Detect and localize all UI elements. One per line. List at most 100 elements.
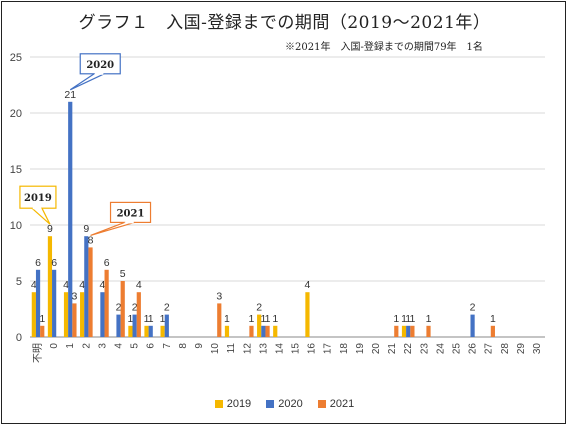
legend-label-2019: 2019 (226, 398, 252, 410)
data-label: 2 (116, 302, 122, 314)
x-tick-label: 23 (419, 343, 430, 355)
data-label: 4 (79, 279, 85, 291)
data-label: 2 (470, 302, 476, 314)
data-label: 2 (132, 302, 138, 314)
data-label: 4 (305, 279, 311, 291)
y-tick-label: 0 (16, 332, 22, 344)
bar (410, 325, 415, 337)
callout-label: 2020 (86, 60, 114, 71)
x-tick-label: 30 (532, 343, 543, 355)
data-label: 4 (100, 279, 106, 291)
bar (470, 314, 475, 337)
x-tick-label: 7 (162, 343, 173, 349)
data-label: 9 (83, 223, 89, 235)
data-label: 1 (224, 313, 230, 325)
bar (261, 325, 266, 337)
bar (47, 236, 53, 337)
data-label: 2 (164, 302, 170, 314)
x-tick-label: 22 (403, 343, 414, 355)
bar (52, 269, 57, 337)
legend-swatch-2021 (317, 400, 326, 409)
data-label: 3 (216, 290, 222, 302)
x-tick-label: 14 (274, 343, 285, 355)
bar (80, 292, 85, 337)
x-tick-label: 28 (500, 343, 511, 355)
data-label: 2 (256, 302, 262, 314)
x-tick-label: 21 (387, 343, 398, 355)
legend-swatch-2019 (214, 400, 223, 409)
bar (35, 269, 41, 337)
data-label: 4 (63, 279, 69, 291)
y-tick-label: 10 (10, 220, 22, 232)
data-label: 1 (260, 313, 266, 325)
bar (128, 325, 133, 337)
bar (144, 325, 149, 337)
y-tick-label: 25 (10, 52, 22, 64)
bar (136, 292, 141, 337)
data-label: 1 (249, 313, 255, 325)
legend-item-2021: 2021 (317, 398, 355, 410)
x-tick-label: 6 (146, 343, 157, 349)
legend-label-2020: 2020 (278, 398, 303, 410)
legend-label-2021: 2021 (329, 398, 355, 410)
chart-legend: 2019 2020 2021 (0, 398, 569, 410)
x-tick-label: 29 (516, 343, 527, 355)
bar (273, 325, 278, 337)
bar (84, 236, 89, 337)
bar (394, 325, 399, 337)
x-tick-label: 3 (97, 343, 108, 349)
data-label: 3 (72, 290, 78, 302)
x-tick-label: 2 (81, 343, 92, 349)
x-tick-label: 4 (114, 343, 125, 349)
x-tick-label: 5 (130, 343, 141, 349)
bar (88, 247, 93, 337)
bar (104, 269, 109, 337)
x-tick-label: 不明 (32, 343, 44, 363)
y-tick-label: 5 (16, 276, 22, 288)
bar (132, 314, 137, 337)
chart-title: グラフ１ 入国-登録までの期間（2019～2021年） (78, 13, 491, 33)
bar (217, 303, 222, 337)
x-tick-label: 19 (355, 343, 366, 355)
x-tick-label: 1 (65, 343, 76, 349)
y-tick-label: 20 (10, 108, 22, 120)
bar (265, 325, 270, 337)
callout-pointer (31, 207, 51, 225)
bar (406, 325, 411, 337)
data-label: 1 (490, 313, 496, 325)
x-tick-label: 24 (435, 343, 446, 355)
bar (116, 314, 121, 337)
bar (305, 292, 310, 337)
bar (68, 101, 73, 337)
x-tick-label: 12 (242, 343, 253, 355)
x-tick-label: 20 (371, 343, 382, 355)
bar (164, 314, 169, 337)
x-tick-label: 9 (194, 343, 205, 349)
data-label: 1 (409, 313, 415, 325)
data-label: 6 (104, 257, 110, 269)
y-tick-label: 15 (10, 164, 22, 176)
data-label: 1 (426, 313, 432, 325)
chart-subtitle: ※2021年 入国-登録までの期間79年 1名 (285, 42, 483, 53)
callout-pointer (90, 221, 135, 236)
x-tick-label: 26 (468, 343, 479, 355)
data-label: 1 (148, 313, 154, 325)
bar (100, 292, 105, 337)
data-label: 21 (64, 89, 76, 101)
data-label: 8 (88, 234, 94, 246)
legend-item-2020: 2020 (266, 398, 303, 410)
legend-swatch-2020 (266, 400, 275, 409)
callout-pointer (69, 73, 105, 91)
data-label: 6 (35, 257, 41, 269)
bar (148, 325, 153, 337)
data-label: 1 (127, 313, 133, 325)
bar (224, 325, 230, 337)
data-label: 1 (160, 313, 166, 325)
data-label: 1 (39, 313, 45, 325)
bar (257, 314, 262, 337)
x-tick-label: 13 (258, 343, 269, 355)
bar (72, 303, 77, 337)
bar (426, 325, 431, 337)
